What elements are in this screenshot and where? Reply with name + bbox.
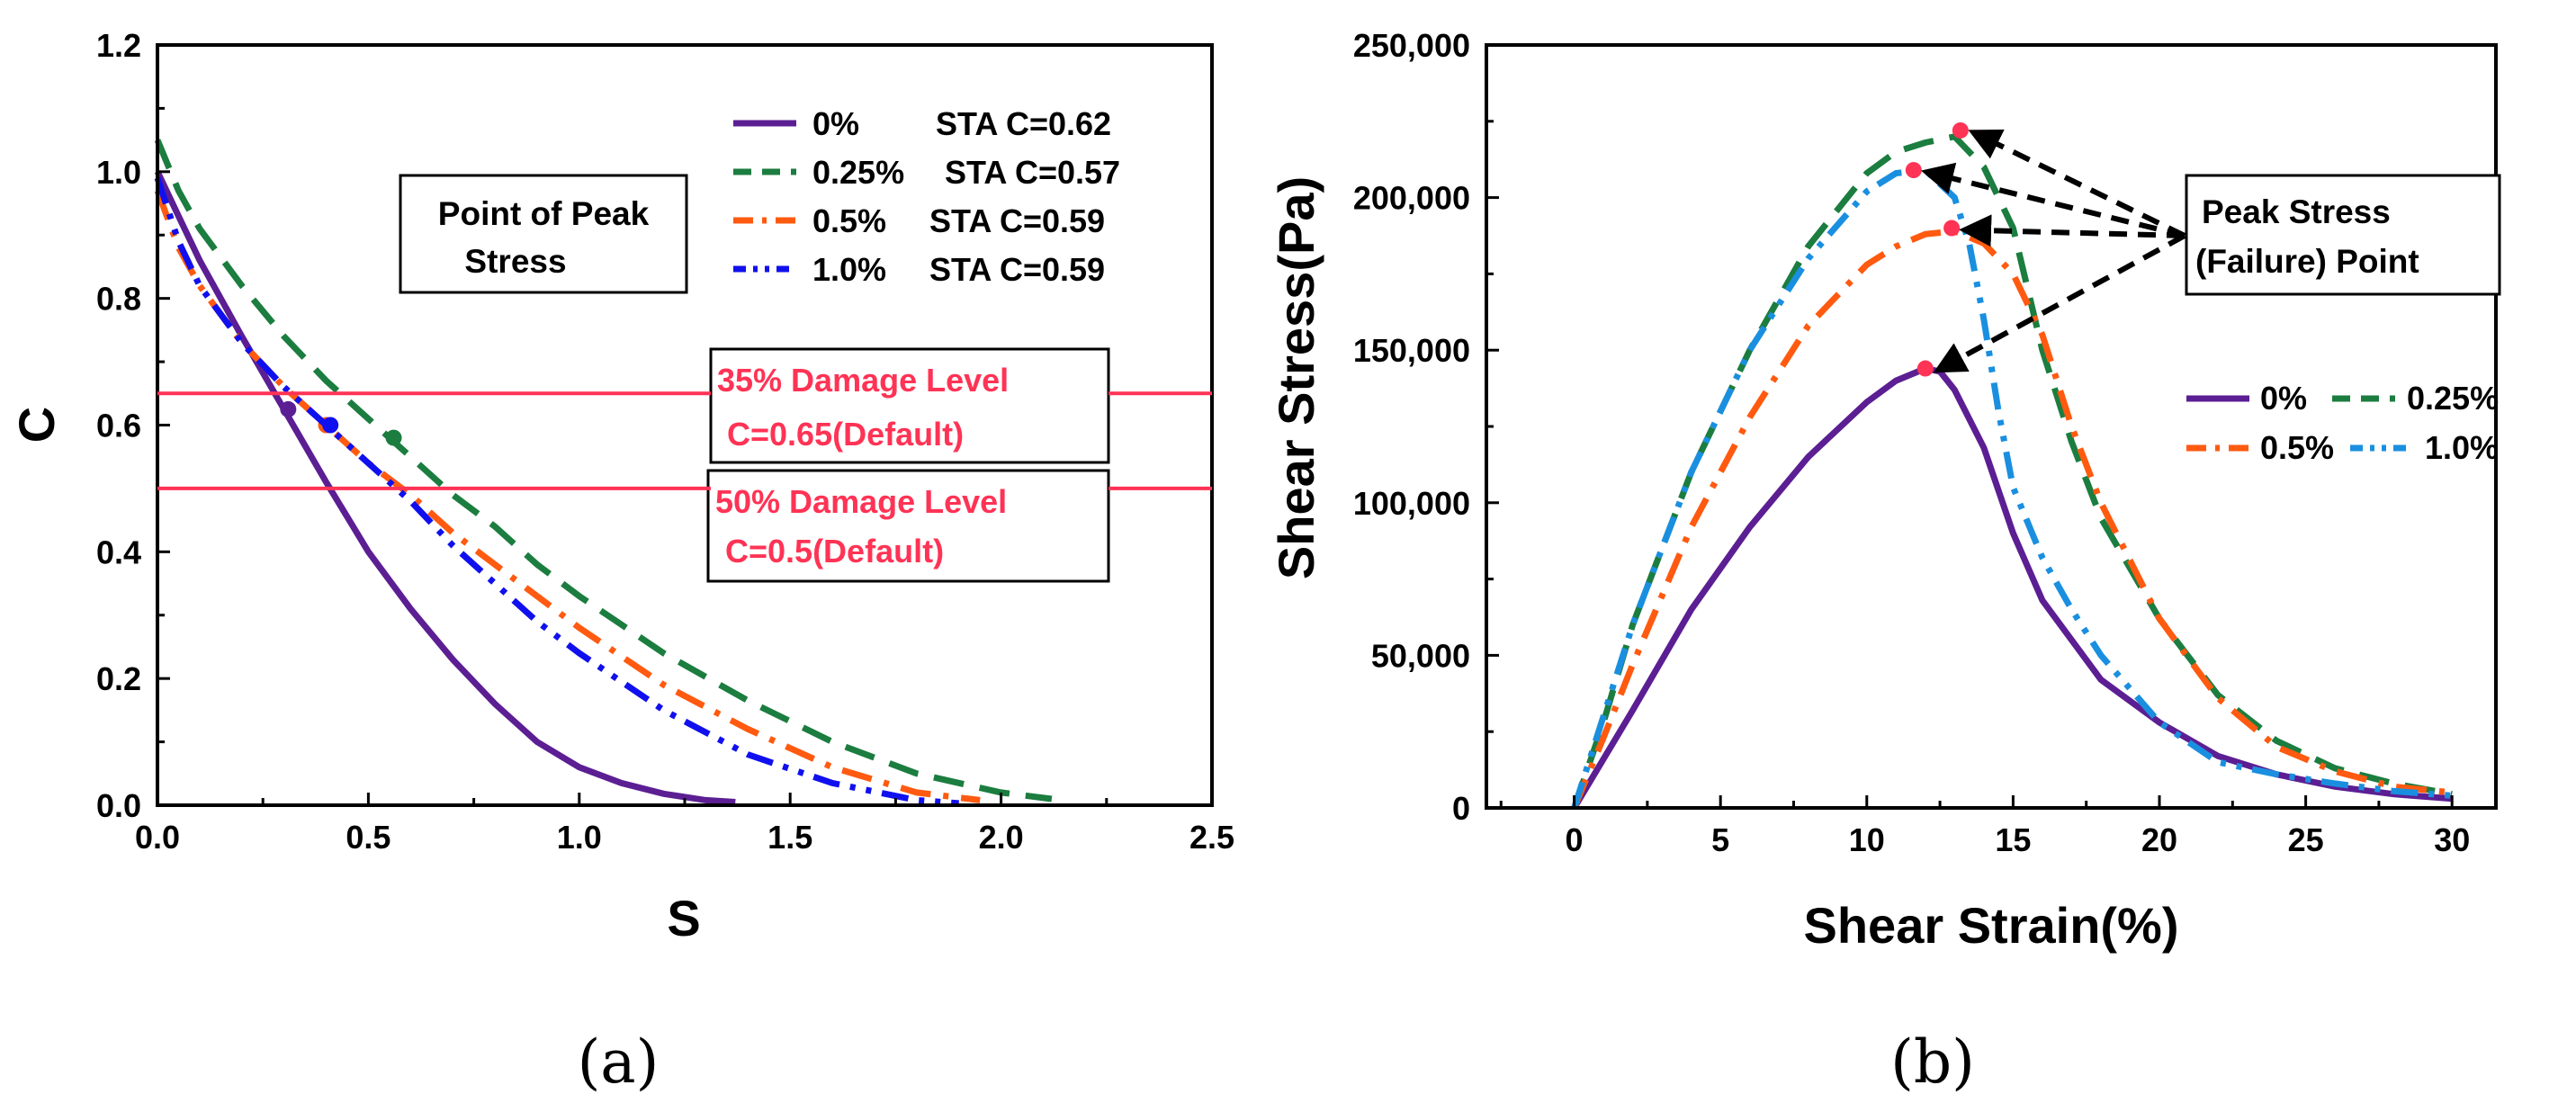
damage-35-label-2: C=0.65(Default) (727, 416, 964, 453)
peak-arrow-b-2 (1959, 214, 2186, 247)
peak-point-box-a (399, 174, 688, 294)
legend-b-entry-0: 0% (2260, 380, 2307, 417)
series-a-line-3 (154, 176, 959, 807)
series-a-line-0 (154, 170, 736, 805)
y-tick-label-a-0: 0.0 (96, 787, 141, 824)
legend-a-entry-3: 1.0% (812, 251, 886, 288)
peak-stress-label-b-1: Peak Stress (2202, 193, 2391, 230)
legend-a-sta-3: STA C=0.59 (929, 251, 1105, 288)
plot-b-frame (1485, 43, 2498, 810)
legend-a-entry-0: 0% (812, 105, 859, 142)
y-axis-label-b: Shear Stress(Pa) (1268, 176, 1324, 579)
y-tick-label-b-5: 250,000 (1353, 27, 1470, 64)
legend-b-entry-1: 0.25% (2407, 380, 2499, 417)
series-b-line-3 (1571, 166, 2453, 810)
peak-stress-label-b-2: (Failure) Point (2195, 243, 2419, 280)
peak-marker-a-1 (385, 429, 402, 446)
legend-a-sta-2: STA C=0.59 (929, 202, 1105, 239)
legend-a-entry-1: 0.25% (812, 154, 904, 191)
panel-b: 0 5 10 15 20 25 30 0 50,000 100,000 150,000 200,000… (1268, 27, 2501, 1097)
y-tick-label-b-3: 150,000 (1353, 332, 1470, 369)
x-tick-label-a-0: 0.0 (135, 819, 180, 856)
x-tick-label-b-1: 5 (1711, 821, 1729, 858)
panel-a: 0.0 0.5 1.0 1.5 2.0 2.50.00.20.40.60.81.01.2 … (8, 27, 1234, 1097)
peak-marker-b-3 (1905, 162, 1922, 179)
x-tick-label-b-3: 15 (1995, 821, 2031, 858)
peak-arrow-b-3 (1920, 162, 2186, 238)
plot-b-ticks: 0 5 10 15 20 25 30 0 50,000 100,000 150,000 200,000… (1353, 27, 2470, 858)
damage-50-label-2: C=0.5(Default) (725, 533, 944, 569)
x-tick-label-a-2: 1.0 (557, 819, 602, 856)
panel-caption-b: (b) (1890, 1027, 1975, 1097)
peak-marker-a-3 (322, 417, 339, 434)
y-tick-label-a-5: 1.0 (96, 154, 141, 191)
y-axis-label-a: C (8, 407, 65, 443)
legend-a: 0% STA C=0.62 0.25% STA C=0.57 0.5% STA … (733, 105, 1120, 288)
plot-a-lines (154, 139, 1053, 807)
legend-b-entry-3: 1.0% (2425, 429, 2499, 466)
y-tick-label-b-2: 100,000 (1353, 485, 1470, 522)
peak-point-label-a-1: Point of Peak (438, 195, 650, 232)
peak-marker-a-0 (280, 400, 297, 417)
x-tick-label-b-2: 10 (1849, 821, 1885, 858)
peak-marker-b-0 (1916, 360, 1934, 377)
legend-a-sta-0: STA C=0.62 (936, 105, 1111, 142)
x-axis-label-b: Shear Strain(%) (1804, 897, 2179, 954)
x-tick-label-b-4: 20 (2141, 821, 2177, 858)
x-tick-label-a-5: 2.5 (1189, 819, 1234, 856)
series-a-line-1 (154, 139, 1053, 803)
peak-marker-b-1 (1952, 121, 1969, 139)
series-b-line-1 (1571, 132, 2453, 810)
y-tick-label-b-4: 200,000 (1353, 180, 1470, 217)
plot-a-ticks: 0.0 0.5 1.0 1.5 2.0 2.5 0.0 0.2 0.4 0.6 0.8 1.0 1.2 (96, 27, 1234, 856)
peak-arrow-b-0 (1933, 233, 2186, 373)
damage-35-label-1: 35% Damage Level (717, 362, 1009, 399)
legend-a-sta-1: STA C=0.57 (945, 154, 1120, 191)
x-tick-label-a-4: 2.0 (979, 819, 1024, 856)
legend-b: 0% 0.25% 0.5% 1.0% (2186, 380, 2499, 466)
y-tick-label-b-0: 0 (1452, 790, 1470, 827)
damage-box-35 (709, 347, 1110, 464)
damage-box-50 (706, 469, 1110, 583)
peak-point-label-a-2: Stress (464, 243, 566, 280)
peak-marker-b-2 (1943, 220, 1961, 237)
y-tick-label-a-1: 0.2 (96, 660, 141, 697)
y-tick-label-a-2: 0.4 (96, 534, 141, 570)
y-tick-label-a-4: 0.8 (96, 281, 141, 318)
x-axis-label-a: S (667, 890, 700, 946)
peak-arrows-b (1920, 129, 2186, 373)
peak-arrow-b-1 (1968, 129, 2186, 238)
damage-50-label-1: 50% Damage Level (715, 483, 1007, 520)
x-tick-label-b-0: 0 (1566, 821, 1584, 858)
x-tick-label-a-3: 1.5 (767, 819, 812, 856)
y-tick-label-a-3: 0.6 (96, 408, 141, 444)
peak-stress-box-b (2185, 174, 2501, 296)
x-tick-label-a-1: 0.5 (346, 819, 390, 856)
legend-a-entry-2: 0.5% (812, 202, 886, 239)
x-tick-label-b-6: 30 (2434, 821, 2470, 858)
series-b-line-2 (1571, 228, 2453, 810)
legend-b-entry-2: 0.5% (2260, 429, 2334, 466)
x-tick-label-b-5: 25 (2288, 821, 2324, 858)
y-tick-label-b-1: 50,000 (1371, 637, 1470, 674)
y-tick-label-a-6: 1.2 (96, 27, 141, 64)
panel-caption-a: (a) (578, 1027, 660, 1097)
